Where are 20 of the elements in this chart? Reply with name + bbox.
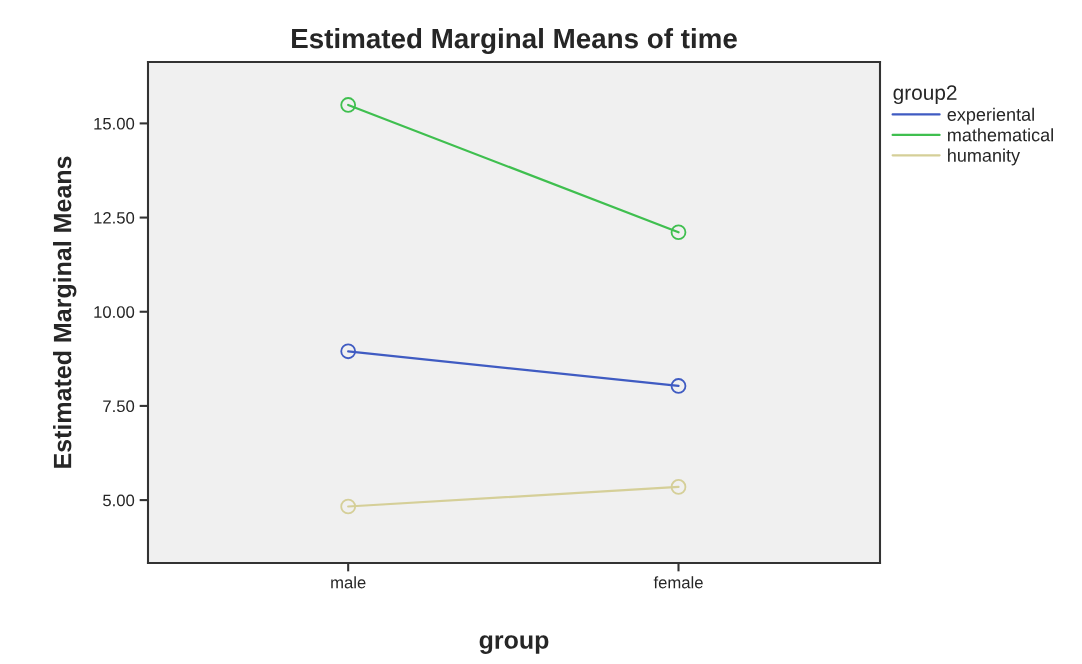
point xyxy=(340,97,357,113)
y-tick-label: 12.50 xyxy=(94,211,135,224)
legend-title: group2 xyxy=(893,85,957,105)
x-tick-label: female xyxy=(653,576,703,589)
point xyxy=(670,479,687,495)
y-tick-label: 15.00 xyxy=(94,117,135,130)
y-tick-label: 10.00 xyxy=(94,306,135,318)
chart-title: Estimated Marginal Means of time xyxy=(292,27,737,54)
y-tick-label: 5.00 xyxy=(103,494,135,507)
legend-label: mathematical xyxy=(948,128,1053,142)
legend-label: humanity xyxy=(948,148,1021,166)
point xyxy=(340,343,357,360)
y-axis-title: Estimated Marginal Means xyxy=(53,156,77,468)
x-axis-title: group xyxy=(479,635,549,654)
point xyxy=(340,498,357,515)
legend-label: experiental xyxy=(947,107,1034,125)
x-tick-label: male xyxy=(331,576,366,589)
point xyxy=(670,378,687,394)
point xyxy=(670,224,687,241)
y-tick-label: 7.50 xyxy=(103,400,135,413)
